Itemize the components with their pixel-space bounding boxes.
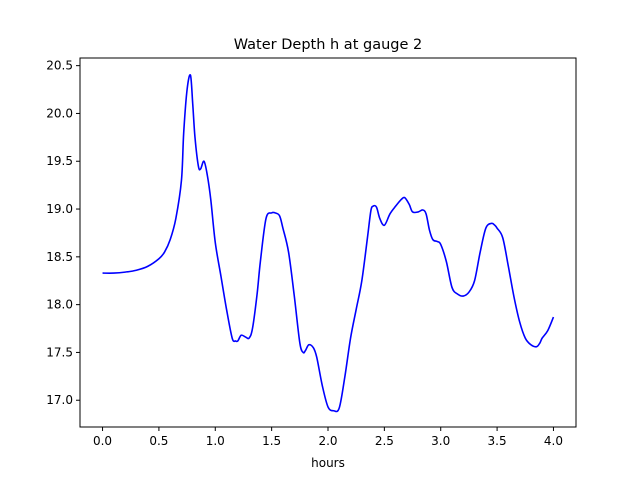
chart-title: Water Depth h at gauge 2 — [234, 37, 422, 53]
series-line-0 — [102, 73, 555, 413]
x-tick-label: 2.5 — [375, 434, 394, 448]
x-tick-label: 0.0 — [93, 434, 112, 448]
y-tick-label: 17.0 — [46, 393, 73, 407]
x-tick-label: 1.5 — [262, 434, 281, 448]
y-tick-label: 20.5 — [46, 59, 73, 73]
y-tick-label: 19.0 — [46, 202, 73, 216]
x-tick-label: 1.0 — [206, 434, 225, 448]
y-axis: 17.0 17.5 18.0 18.5 19.0 19.5 20.0 20.5 — [46, 59, 80, 407]
y-tick-label: 18.0 — [46, 298, 73, 312]
x-tick-label: 3.5 — [488, 434, 507, 448]
y-tick-label: 20.0 — [46, 106, 73, 120]
y-tick-label: 19.5 — [46, 154, 73, 168]
x-axis: 0.0 0.5 1.0 1.5 2.0 2.5 3.0 3.5 4.0 — [93, 427, 563, 448]
plot-area — [102, 73, 555, 413]
x-axis-label: hours — [311, 456, 345, 470]
y-tick-label: 18.5 — [46, 250, 73, 264]
plot-frame — [79, 57, 577, 428]
x-tick-label: 2.0 — [318, 434, 337, 448]
x-tick-label: 4.0 — [544, 434, 563, 448]
x-tick-label: 3.0 — [431, 434, 450, 448]
y-tick-label: 17.5 — [46, 345, 73, 359]
x-tick-label: 0.5 — [149, 434, 168, 448]
